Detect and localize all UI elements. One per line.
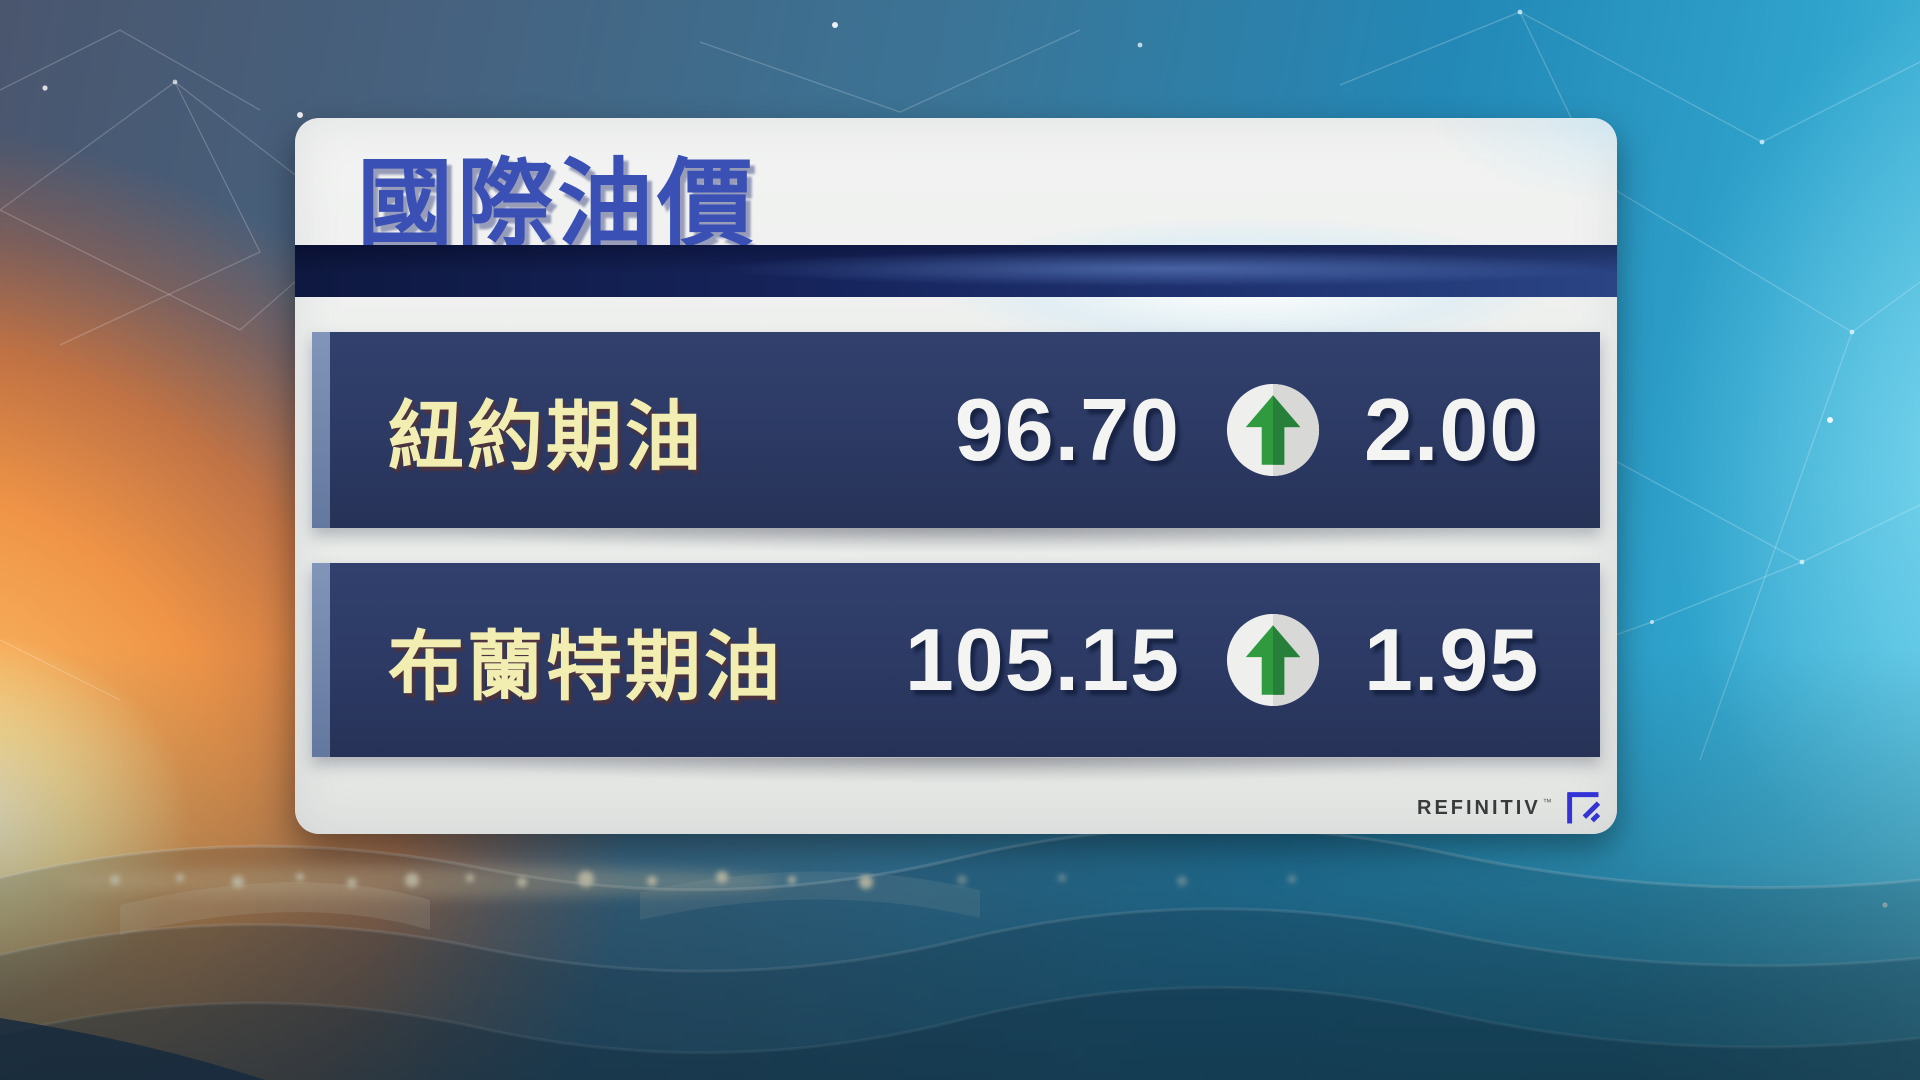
row-gap-shadow bbox=[312, 528, 1600, 562]
panel-title: 國際油價 bbox=[357, 151, 757, 258]
change-value: 1.95 bbox=[1364, 610, 1540, 709]
price-value: 105.15 bbox=[904, 610, 1180, 709]
refinitiv-wordmark: REFINITIV bbox=[1417, 796, 1541, 819]
trademark-symbol: ™ bbox=[1542, 797, 1552, 807]
refinitiv-logo-icon bbox=[1566, 792, 1600, 824]
up-arrow-icon bbox=[1226, 613, 1320, 707]
quote-row-ny-crude: 紐約期油 96.70 2.00 bbox=[312, 332, 1600, 528]
change-value: 2.00 bbox=[1364, 380, 1540, 479]
price-value: 96.70 bbox=[954, 380, 1180, 479]
row-body: 布蘭特期油 105.15 1.95 bbox=[330, 563, 1600, 757]
row-accent-strip bbox=[312, 563, 330, 757]
quote-row-brent-crude: 布蘭特期油 105.15 1.95 bbox=[312, 563, 1600, 757]
title-underline-band bbox=[295, 245, 1617, 297]
instrument-label: 紐約期油 bbox=[388, 395, 704, 480]
instrument-label: 布蘭特期油 bbox=[388, 625, 783, 710]
row-accent-strip bbox=[312, 332, 330, 528]
oil-price-panel: 國際油價 紐約期油 96.70 2.00 bbox=[295, 118, 1617, 834]
row-body: 紐約期油 96.70 2.00 bbox=[330, 332, 1600, 528]
refinitiv-logo: REFINITIV ™ bbox=[1417, 786, 1602, 830]
row-gap-shadow bbox=[312, 758, 1600, 792]
up-arrow-icon bbox=[1226, 383, 1320, 477]
